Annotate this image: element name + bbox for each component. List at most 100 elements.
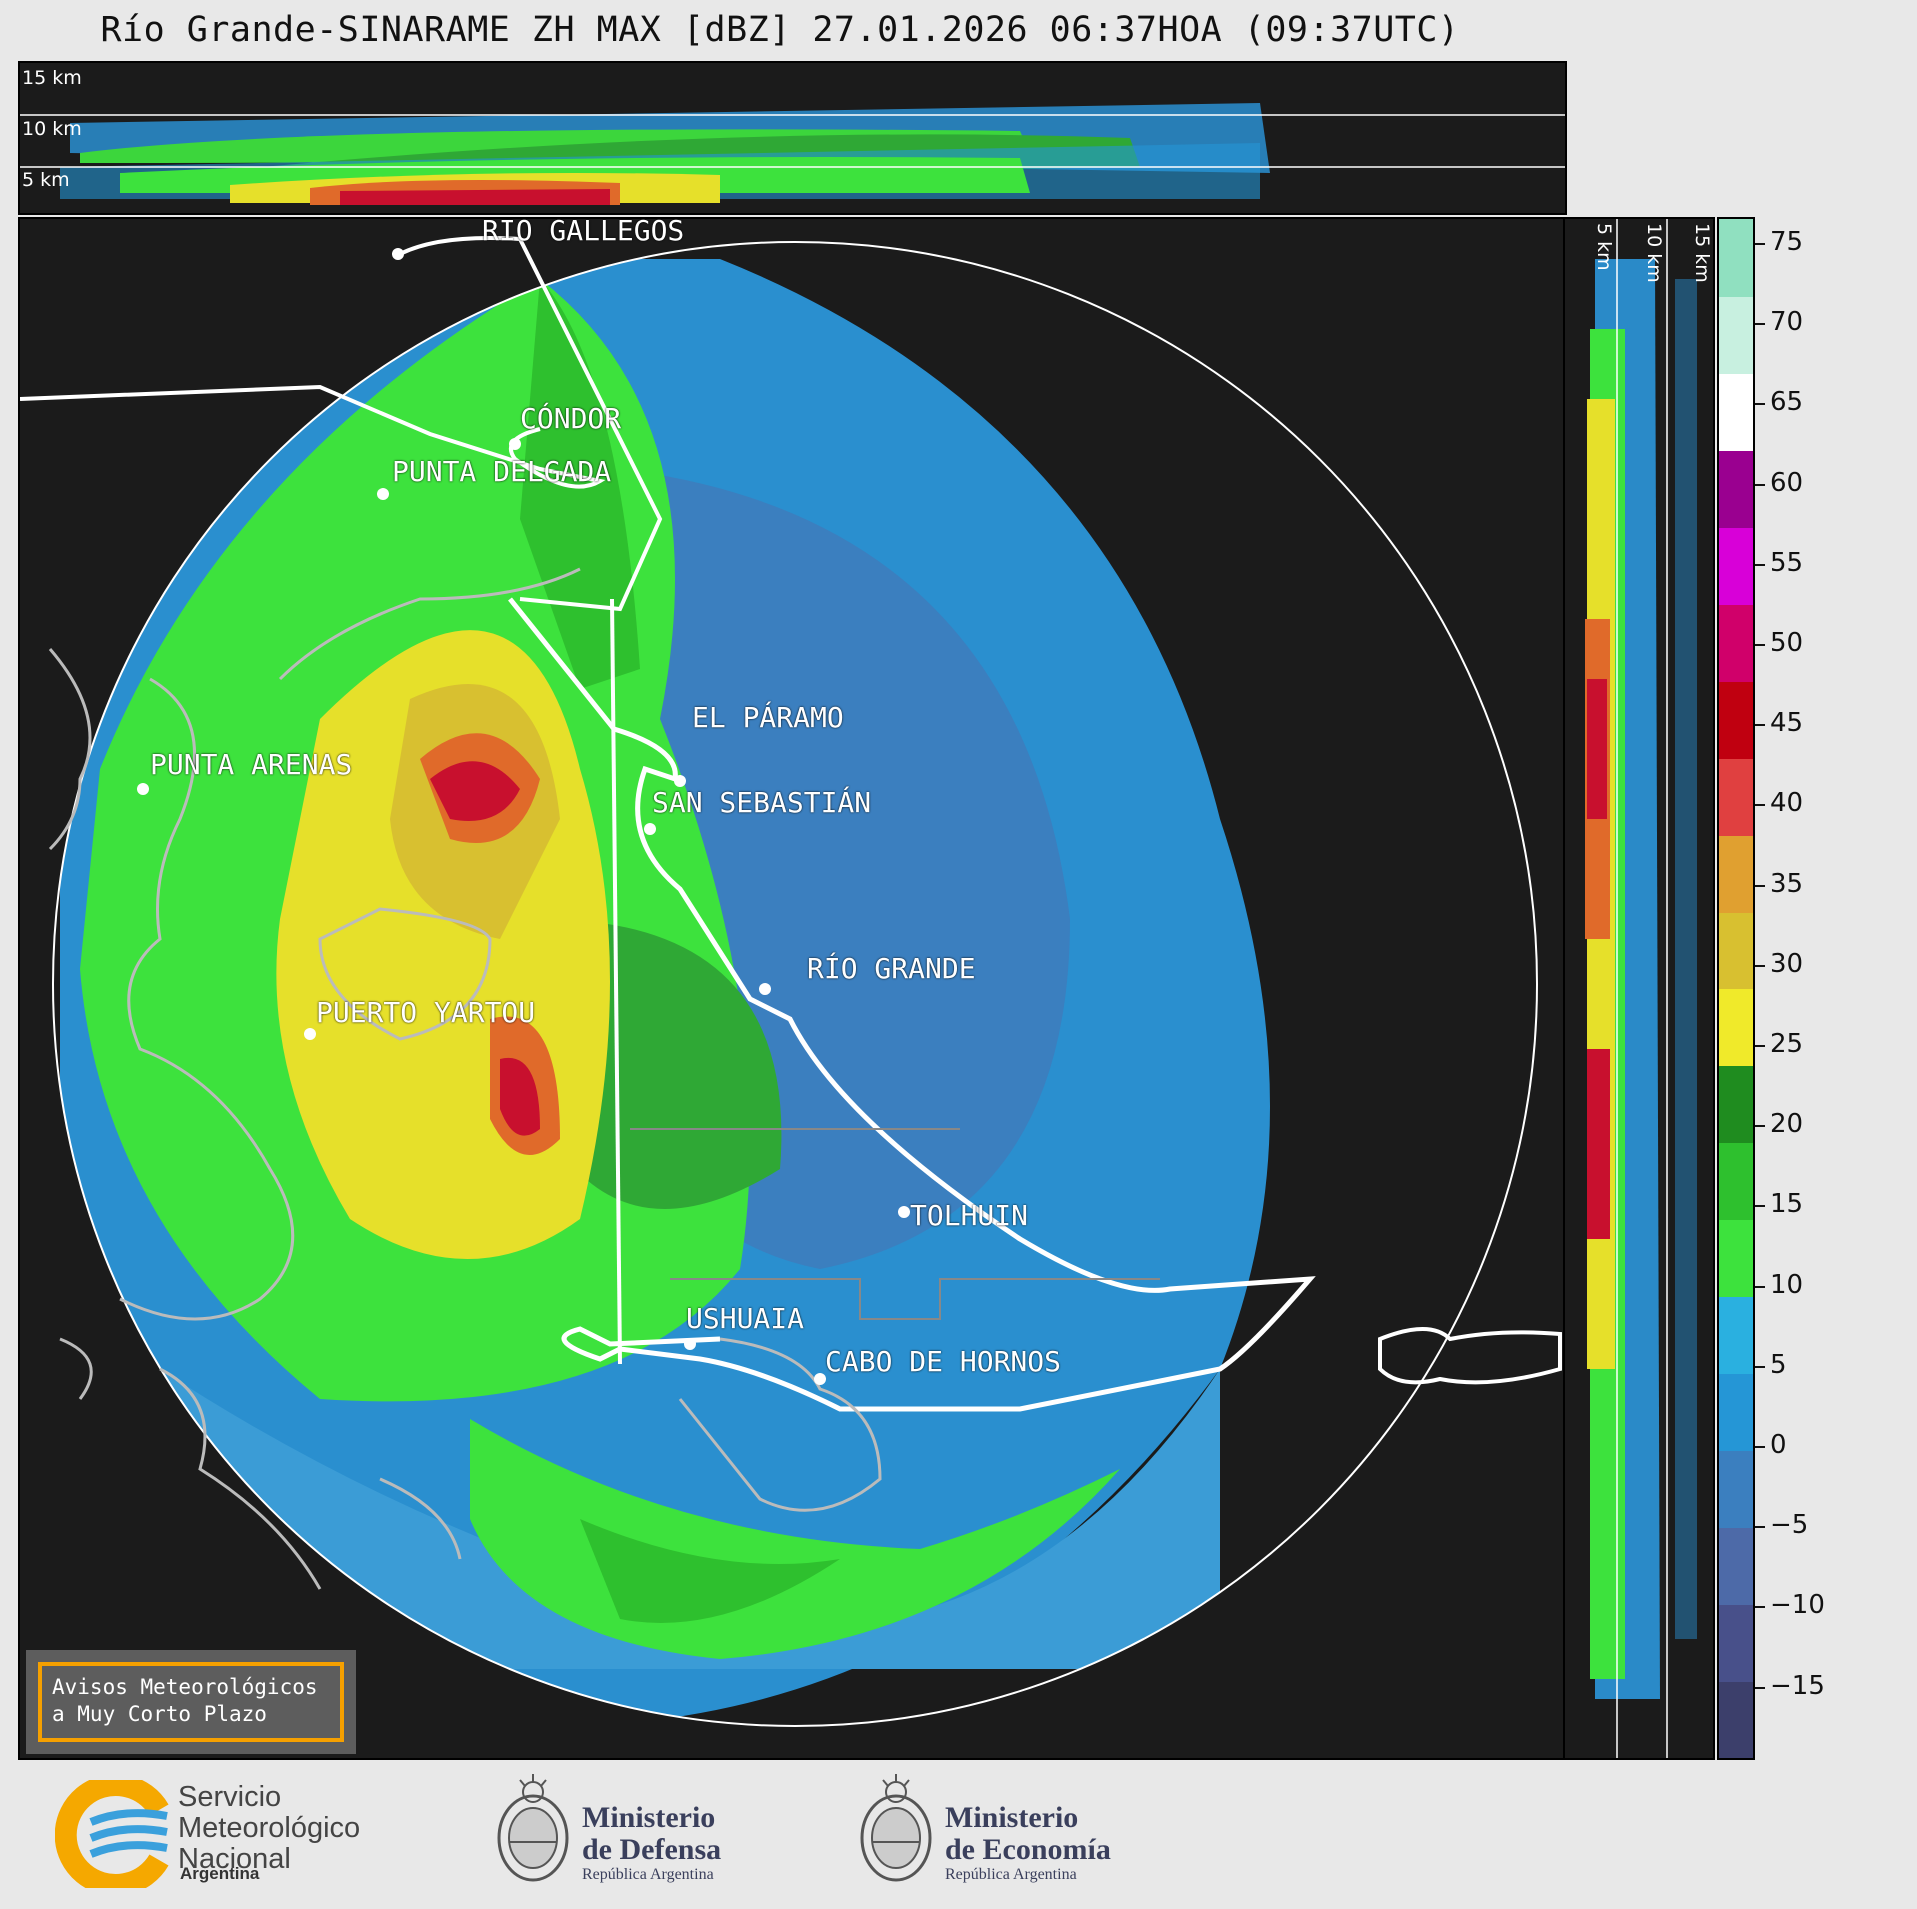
colorbar-tick <box>1755 1446 1765 1448</box>
colorbar-band <box>1719 603 1753 682</box>
colorbar-band <box>1719 1142 1753 1221</box>
colorbar-band <box>1719 988 1753 1067</box>
colorbar-tick <box>1755 323 1765 326</box>
smn-line-1: Servicio <box>178 1781 282 1813</box>
colorbar-tick <box>1755 1606 1765 1609</box>
colorbar-band <box>1719 449 1753 528</box>
top-section-echo <box>20 103 1565 205</box>
colorbar-band <box>1719 295 1753 374</box>
city-label: RÍO GALLEGOS <box>482 217 685 247</box>
economia-line-2: de Economía <box>945 1833 1111 1866</box>
chart-title: Río Grande-SINARAME ZH MAX [dBZ] 27.01.2… <box>100 10 1460 50</box>
city-label: USHUAIA <box>686 1302 805 1335</box>
colorbar-tick-label: 0 <box>1770 1430 1787 1460</box>
colorbar-tick <box>1755 724 1765 727</box>
radar-map[interactable]: RÍO GALLEGOS CÓNDOR PUNTA DELGADA EL PÁR… <box>18 217 1567 1760</box>
city-label: EL PÁRAMO <box>692 701 844 734</box>
colorbar-tick <box>1755 1526 1765 1529</box>
city-label: PUERTO YARTOU <box>316 996 536 1029</box>
side-section-echo <box>1585 219 1697 1758</box>
colorbar <box>1717 217 1755 1760</box>
colorbar-band <box>1719 1373 1753 1452</box>
top-label-5km: 5 km <box>22 169 70 191</box>
colorbar-tick-label: −10 <box>1770 1590 1825 1621</box>
colorbar-tick <box>1755 483 1765 486</box>
top-vertical-section: 15 km 10 km 5 km <box>18 61 1567 215</box>
radar-echo-field <box>20 236 1562 1727</box>
colorbar-tick-label: 45 <box>1770 708 1804 739</box>
colorbar-band <box>1719 1681 1753 1758</box>
colorbar-tick <box>1755 644 1765 646</box>
colorbar-band <box>1719 1219 1753 1298</box>
colorbar-tick <box>1755 1365 1765 1368</box>
colorbar-tick <box>1755 1125 1765 1128</box>
city-label: TOLHUIN <box>910 1199 1029 1232</box>
colorbar-tick <box>1755 1285 1765 1288</box>
colorbar-tick-label: 50 <box>1770 628 1804 658</box>
smn-country: Argentina <box>180 1864 260 1883</box>
colorbar-tick-label: 60 <box>1770 467 1804 498</box>
city-label: PUNTA ARENAS <box>150 748 353 781</box>
colorbar-band <box>1719 680 1753 759</box>
colorbar-band <box>1719 526 1753 605</box>
smn-logo-text: Servicio Meteorológico Nacional <box>178 1782 360 1875</box>
top-label-15km: 15 km <box>22 67 82 89</box>
argentina-seal-icon <box>860 1774 932 1882</box>
colorbar-band <box>1719 834 1753 913</box>
colorbar-band <box>1719 1296 1753 1375</box>
side-label-10km: 10 km <box>1643 223 1665 283</box>
colorbar-tick-label: −5 <box>1770 1510 1809 1541</box>
colorbar-tick-label: 10 <box>1770 1269 1804 1300</box>
colorbar-band <box>1719 1450 1753 1529</box>
colorbar-tick-label: 75 <box>1770 227 1804 257</box>
colorbar-band <box>1719 372 1753 451</box>
colorbar-tick-label: 20 <box>1770 1109 1804 1140</box>
side-label-5km: 5 km <box>1593 223 1615 271</box>
colorbar-tick-label: 35 <box>1770 868 1804 899</box>
city-label: RÍO GRANDE <box>807 952 976 985</box>
colorbar-tick <box>1755 243 1765 245</box>
colorbar-tick <box>1755 403 1765 406</box>
colorbar-band <box>1719 1065 1753 1144</box>
warning-box[interactable]: Avisos Meteorológicos a Muy Corto Plazo <box>26 1650 356 1754</box>
colorbar-band <box>1719 911 1753 990</box>
top-label-10km: 10 km <box>22 118 82 140</box>
defensa-logo-text: Ministerio de Defensa República Argentin… <box>582 1802 721 1884</box>
colorbar-tick-label: 70 <box>1770 307 1804 338</box>
colorbar-tick-label: 40 <box>1770 788 1804 819</box>
side-label-15km: 15 km <box>1691 223 1713 283</box>
side-vertical-section: 5 km 10 km 15 km <box>1563 217 1715 1760</box>
defensa-line-1: Ministerio <box>582 1801 716 1834</box>
colorbar-tick <box>1755 563 1765 566</box>
colorbar-tick <box>1755 964 1765 967</box>
city-label: CÓNDOR <box>520 402 622 435</box>
defensa-line-2: de Defensa <box>582 1833 722 1866</box>
economia-sub: República Argentina <box>945 1866 1077 1883</box>
colorbar-tick-label: 5 <box>1770 1349 1787 1380</box>
economia-logo-text: Ministerio de Economía República Argenti… <box>945 1802 1111 1884</box>
warning-line-1: Avisos Meteorológicos <box>52 1675 318 1699</box>
colorbar-band <box>1719 1527 1753 1606</box>
city-label: CABO DE HORNOS <box>825 1345 1062 1378</box>
colorbar-tick <box>1755 804 1765 807</box>
smn-line-3: Nacional <box>178 1843 291 1875</box>
colorbar-tick <box>1755 1205 1765 1208</box>
colorbar-band <box>1719 219 1753 297</box>
smn-line-2: Meteorológico <box>178 1812 361 1844</box>
colorbar-tick-label: 15 <box>1770 1189 1804 1220</box>
colorbar-band <box>1719 1604 1753 1683</box>
smn-logo-icon <box>55 1780 169 1888</box>
warning-line-2: a Muy Corto Plazo <box>52 1702 267 1726</box>
colorbar-tick-label: 65 <box>1770 387 1804 418</box>
colorbar-tick <box>1755 884 1765 887</box>
colorbar-tick <box>1755 1045 1765 1047</box>
colorbar-tick <box>1755 1686 1765 1689</box>
defensa-sub: República Argentina <box>582 1866 714 1883</box>
colorbar-band <box>1719 757 1753 836</box>
economia-line-1: Ministerio <box>945 1801 1079 1834</box>
colorbar-tick-label: −15 <box>1770 1670 1825 1701</box>
city-label: PUNTA DELGADA <box>392 455 612 488</box>
colorbar-tick-label: 55 <box>1770 547 1804 578</box>
city-label: SAN SEBASTIÁN <box>652 786 872 819</box>
colorbar-tick-label: 30 <box>1770 948 1804 979</box>
